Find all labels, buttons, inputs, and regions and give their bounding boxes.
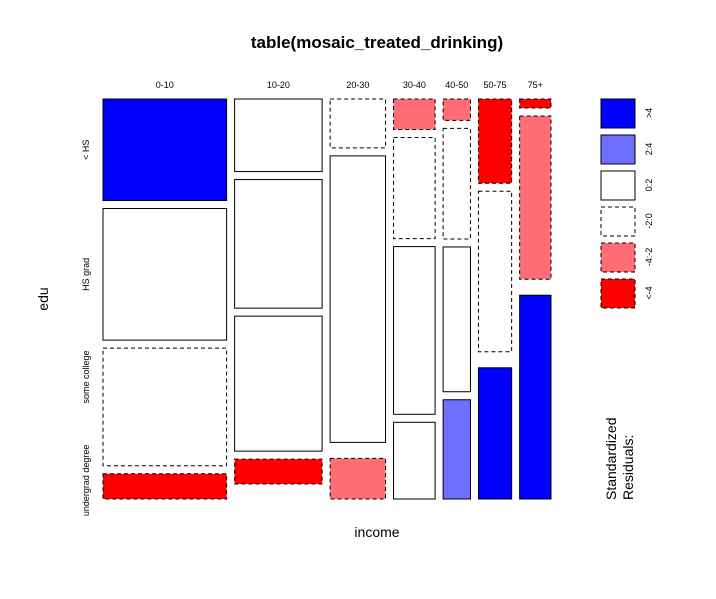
tile-0-10-hs-grad [102,208,228,341]
edu-label-some-college: some college [81,350,91,403]
edu-label-undergrad-degree: undergrad degree [81,445,91,517]
income-label-10-20: 10-20 [267,80,290,90]
tile-50-75-hs-grad [477,190,513,353]
tile-20-30-undergrad-degree [329,457,387,500]
tile-75-hs-grad [519,115,552,280]
income-label-75: 75+ [528,80,543,90]
legend-title-line-1: Standardized [603,417,619,500]
edu-tick-labels: < HS HS grad some college undergrad degree [81,140,91,517]
tile-10-20-hs-grad [234,179,323,309]
legend-label-2-4: 2:4 [644,143,654,156]
tile-10-20-some-college [234,315,323,452]
edu-label-hs: < HS [81,140,91,160]
legend-swatch-2-4 [600,134,636,165]
income-label-50-75: 50-75 [484,80,507,90]
y-axis-label: edu [35,287,51,310]
tile-75-hs [519,98,552,109]
income-tick-labels: 0-10 10-20 20-30 30-40 40-50 50-75 75+ [156,80,543,90]
tile-20-30-hs-grad [329,155,387,443]
legend-swatch-4-2 [600,242,636,273]
residual-legend: Standardized Residuals: >4 2:4 0:2 -2:0 -4:-… [600,98,654,500]
tile-10-20-undergrad-degree [234,458,323,485]
tile-40-50-undergrad-degree [442,399,471,500]
legend-label-0-2: 0:2 [644,179,654,192]
edu-label-hs-grad: HS grad [81,258,91,291]
tile-0-10-some-college [102,347,228,467]
legend-swatch-4 [600,278,636,309]
tile-10-20-hs [234,98,323,173]
tile-40-50-hs [442,98,471,121]
legend-swatch-2-0 [600,206,636,237]
tile-0-10-undergrad-degree [102,473,228,500]
legend-label-4: >4 [644,108,654,118]
legend-swatch-4 [600,98,636,129]
tile-30-40-some-college [393,246,436,415]
tile-30-40-hs-grad [393,136,436,240]
x-axis-label: income [354,524,399,540]
mosaic-tiles [102,98,552,500]
income-label-0-10: 0-10 [156,80,174,90]
income-label-30-40: 30-40 [403,80,426,90]
legend-label-4-2: -4:-2 [644,248,654,267]
legend-swatch-0-2 [600,170,636,201]
income-label-20-30: 20-30 [346,80,369,90]
tile-20-30-hs [329,98,387,149]
tile-50-75-hs [477,98,513,184]
tile-0-10-hs [102,98,228,202]
chart-title: table(mosaic_treated_drinking) [251,33,503,52]
income-label-40-50: 40-50 [445,80,468,90]
tile-30-40-undergrad-degree [393,421,436,500]
legend-label-4: <-4 [644,286,654,299]
tile-30-40-hs [393,98,436,130]
tile-50-75-undergrad-degree [477,367,513,500]
tile-40-50-some-college [442,246,471,393]
tile-75-undergrad-degree [519,294,552,500]
tile-40-50-hs-grad [442,127,471,240]
legend-label-2-0: -2:0 [644,213,654,229]
legend-title-line-2: Residuals: [620,435,636,500]
